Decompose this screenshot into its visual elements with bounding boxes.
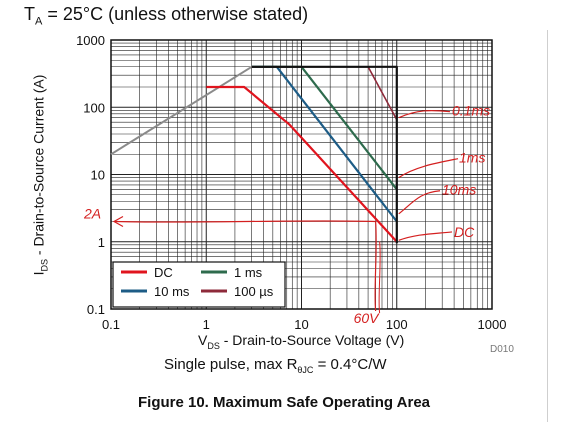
annotation-current-arrowhead <box>112 215 124 228</box>
y-axis-label-text: - Drain-to-Source Current (A) <box>30 74 47 259</box>
legend-label-ms1: 1 ms <box>234 265 263 280</box>
annotation-us100-label: 0.1ms <box>452 103 490 119</box>
x-axis-label-text: - Drain-to-Source Voltage (V) <box>219 332 405 348</box>
figure-caption: Figure 10. Maximum Safe Operating Area <box>137 394 431 411</box>
legend-label-dc: DC <box>154 265 173 280</box>
series-rds-line <box>110 65 253 156</box>
test-condition: TA = 25°C (unless otherwise stated) <box>24 4 308 28</box>
series-dc-line <box>206 85 398 243</box>
plot-border <box>110 39 493 310</box>
y-tick-label: 10 <box>91 168 105 183</box>
x-tick-label: 0.1 <box>102 317 120 332</box>
annotation-10ms-arrow <box>398 190 441 215</box>
pulse-note-text: Single pulse, max R <box>164 356 298 373</box>
condition-symbol: T <box>24 4 35 24</box>
annotation-voltage-line-2 <box>378 241 381 314</box>
condition-text: = 25°C (unless otherwise stated) <box>42 4 309 24</box>
x-tick-label: 100 <box>386 317 408 332</box>
legend-label-ms10: 10 ms <box>154 284 190 299</box>
x-axis-label: VDS - Drain-to-Source Voltage (V) <box>198 332 404 351</box>
annotation-10ms-label: 10ms <box>442 182 476 198</box>
annotation-1ms-label: 1ms <box>459 150 485 166</box>
annotation-1ms-arrow <box>398 158 459 179</box>
x-tick-label: 10 <box>294 317 308 332</box>
x-axis-label-subscript: DS <box>207 340 220 351</box>
y-axis-label: IDS - Drain-to-Source Current (A) <box>31 75 50 276</box>
y-tick-label: 100 <box>83 100 105 115</box>
annotation-dc-label: DC <box>454 224 475 240</box>
annotation-voltage-line <box>374 221 377 312</box>
pulse-note-value: = 0.4°C/W <box>313 356 387 373</box>
x-axis-label-symbol: V <box>198 332 208 348</box>
y-tick-label: 1 <box>98 235 105 250</box>
x-tick-label: 1000 <box>478 317 507 332</box>
pulse-note: Single pulse, max RθJC = 0.4°C/W <box>164 356 387 375</box>
condition-subscript: A <box>35 15 43 28</box>
annotation-voltage-label: 60V <box>354 310 381 326</box>
legend-label-us100: 100 µs <box>234 284 274 299</box>
document-code: D010 <box>490 344 514 355</box>
y-axis-label-subscript: DS <box>39 258 50 272</box>
x-tick-label: 1 <box>203 317 210 332</box>
annotation-dc-arrow <box>398 231 453 241</box>
y-axis-label-symbol: I <box>30 271 47 276</box>
pulse-note-subscript: θJC <box>297 365 314 375</box>
y-tick-label: 1000 <box>76 33 105 48</box>
annotation-us100-arrow <box>398 109 451 119</box>
annotation-current-label: 2A <box>83 206 101 222</box>
annotation-current-line <box>114 220 376 223</box>
legend-box <box>112 261 286 308</box>
series-frame-line <box>251 65 398 244</box>
y-tick-label: 0.1 <box>87 302 105 317</box>
page-border <box>547 30 548 422</box>
